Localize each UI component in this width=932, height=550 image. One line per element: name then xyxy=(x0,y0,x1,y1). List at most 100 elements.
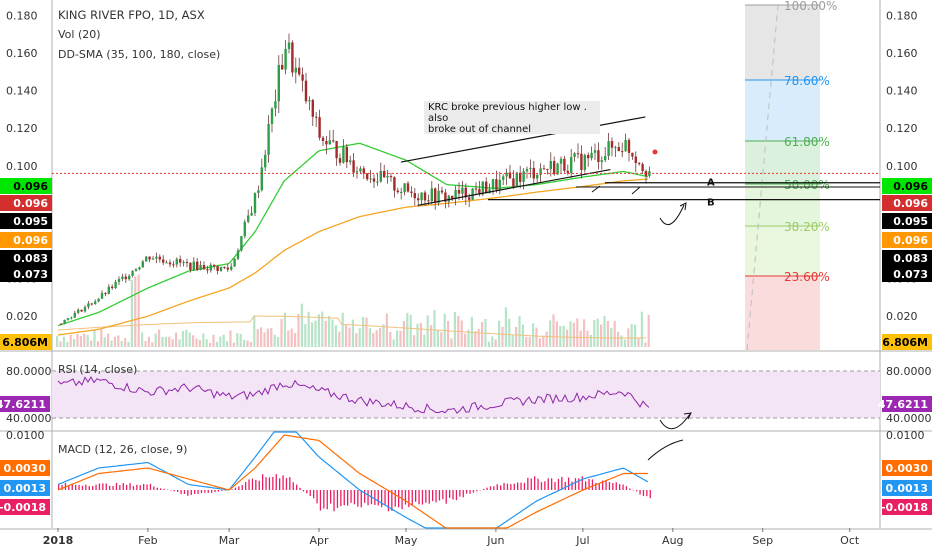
volume-bar xyxy=(130,279,133,347)
fib-zone xyxy=(745,226,820,276)
volume-bar xyxy=(246,340,249,347)
candle-body xyxy=(495,179,498,190)
drawings[interactable]: AB xyxy=(52,116,880,226)
level-a-label: A xyxy=(707,178,715,189)
macd-histogram-bar xyxy=(493,486,495,490)
macd-histogram-bar xyxy=(285,478,288,490)
candle-body xyxy=(393,177,396,191)
volume-bar xyxy=(124,338,127,347)
candle-body xyxy=(355,171,359,173)
price-badge-label: 0.083 xyxy=(893,252,928,265)
volume-bar xyxy=(572,322,575,347)
macd-histogram-bar xyxy=(262,474,264,490)
macd-histogram-bar xyxy=(506,483,509,490)
macd-histogram-bar xyxy=(126,484,128,490)
candle-body xyxy=(604,155,607,161)
volume-bar xyxy=(243,339,246,347)
candle-body xyxy=(556,163,559,175)
volume-bar xyxy=(447,320,450,347)
volume-bar xyxy=(69,334,72,347)
fibonacci-retracement[interactable]: 100.00% 78.60% 61.80% 50.00% 38.20% 23.60% xyxy=(745,0,837,351)
macd-histogram-bar xyxy=(58,483,60,490)
volume-bar xyxy=(290,328,293,347)
price-tick-label: 0.120 xyxy=(6,122,38,135)
candle-body xyxy=(236,250,240,259)
volume-bar xyxy=(379,327,382,347)
volume-bar xyxy=(311,322,314,347)
axes: 0.180 0.180 0.160 0.160 0.140 0.140 0.120 0.120… xyxy=(6,9,932,547)
indicator-sma-label[interactable]: DD-SMA (35, 100, 180, close) xyxy=(58,48,221,61)
volume-bar xyxy=(120,340,123,347)
volume-bar xyxy=(569,321,572,347)
candle-body xyxy=(158,256,161,260)
candle-body xyxy=(359,168,362,172)
time-tick-label: Oct xyxy=(840,534,860,547)
fib-level-label: 50.00% xyxy=(784,178,830,192)
price-badge-label: 0.096 xyxy=(893,197,928,210)
fib-zone xyxy=(745,276,820,350)
macd-histogram-bar xyxy=(85,484,87,490)
volume-bar xyxy=(549,320,552,347)
indicator-volume-label[interactable]: Vol (20) xyxy=(58,28,101,41)
candle-body xyxy=(325,140,328,145)
candle-body xyxy=(121,276,124,280)
annotation-note[interactable]: KRC broke previous higher low . also bro… xyxy=(424,101,600,135)
price-badge-label: 0.096 xyxy=(13,180,48,193)
candle-body xyxy=(515,172,518,187)
candle-body xyxy=(308,100,311,102)
candle-body xyxy=(192,261,195,270)
macd-histogram-bar xyxy=(170,490,172,491)
candle-body xyxy=(131,270,134,276)
price-badge-label: 0.073 xyxy=(13,268,48,281)
candle-body xyxy=(597,150,600,163)
macd-histogram-bar xyxy=(391,490,393,511)
macd-histogram-bar xyxy=(551,478,553,490)
volume-bar xyxy=(192,335,195,347)
volume-bar xyxy=(96,341,99,347)
macd-histogram-bar xyxy=(190,490,192,495)
macd-histogram-bar xyxy=(292,482,294,490)
volume-bar xyxy=(147,336,150,347)
macd-histogram-bar xyxy=(503,482,505,490)
candle-body xyxy=(328,140,331,145)
volume-bar xyxy=(637,338,640,347)
volume-bar xyxy=(256,329,259,347)
price-badge xyxy=(0,250,52,266)
symbol-title[interactable]: KING RIVER FPO, 1D, ASX xyxy=(58,8,205,22)
macd-histogram-bar xyxy=(350,490,352,503)
macd-histogram-bar xyxy=(143,483,145,490)
time-tick-label: Apr xyxy=(309,534,329,547)
volume-bar xyxy=(460,320,463,347)
volume-bar xyxy=(501,326,504,347)
macd-value-badge xyxy=(882,460,932,476)
macd-histogram-bar xyxy=(527,477,529,490)
sma-35-line xyxy=(57,142,649,327)
candle-body xyxy=(559,158,563,164)
macd-histogram-bar xyxy=(68,484,70,490)
macd-histogram-bar xyxy=(602,480,604,490)
macd-title[interactable]: MACD (12, 26, close, 9) xyxy=(58,443,188,456)
volume-bar xyxy=(161,336,164,347)
macd-histogram-bar xyxy=(306,490,308,494)
candle-body xyxy=(202,265,206,270)
candle-body xyxy=(549,161,552,170)
fib-level-label: 61.80% xyxy=(784,135,830,149)
volume-bar xyxy=(338,331,341,347)
macd-histogram-bar xyxy=(258,480,260,490)
volume-bar xyxy=(154,333,157,347)
bounce-arrowhead xyxy=(679,202,687,211)
volume-bar xyxy=(382,324,385,347)
candle-body xyxy=(590,152,593,159)
candle-body xyxy=(447,195,450,202)
moving-averages xyxy=(57,142,649,336)
candle-body xyxy=(437,190,440,203)
volume-bar xyxy=(532,323,535,347)
price-badge xyxy=(882,334,932,350)
macd-histogram-bar xyxy=(387,490,390,512)
macd-histogram-bar xyxy=(619,484,621,490)
rsi-title[interactable]: RSI (14, close) xyxy=(58,363,138,376)
macd-histogram-bar xyxy=(605,480,607,490)
candle-body xyxy=(240,236,243,251)
candle-body xyxy=(457,189,461,194)
